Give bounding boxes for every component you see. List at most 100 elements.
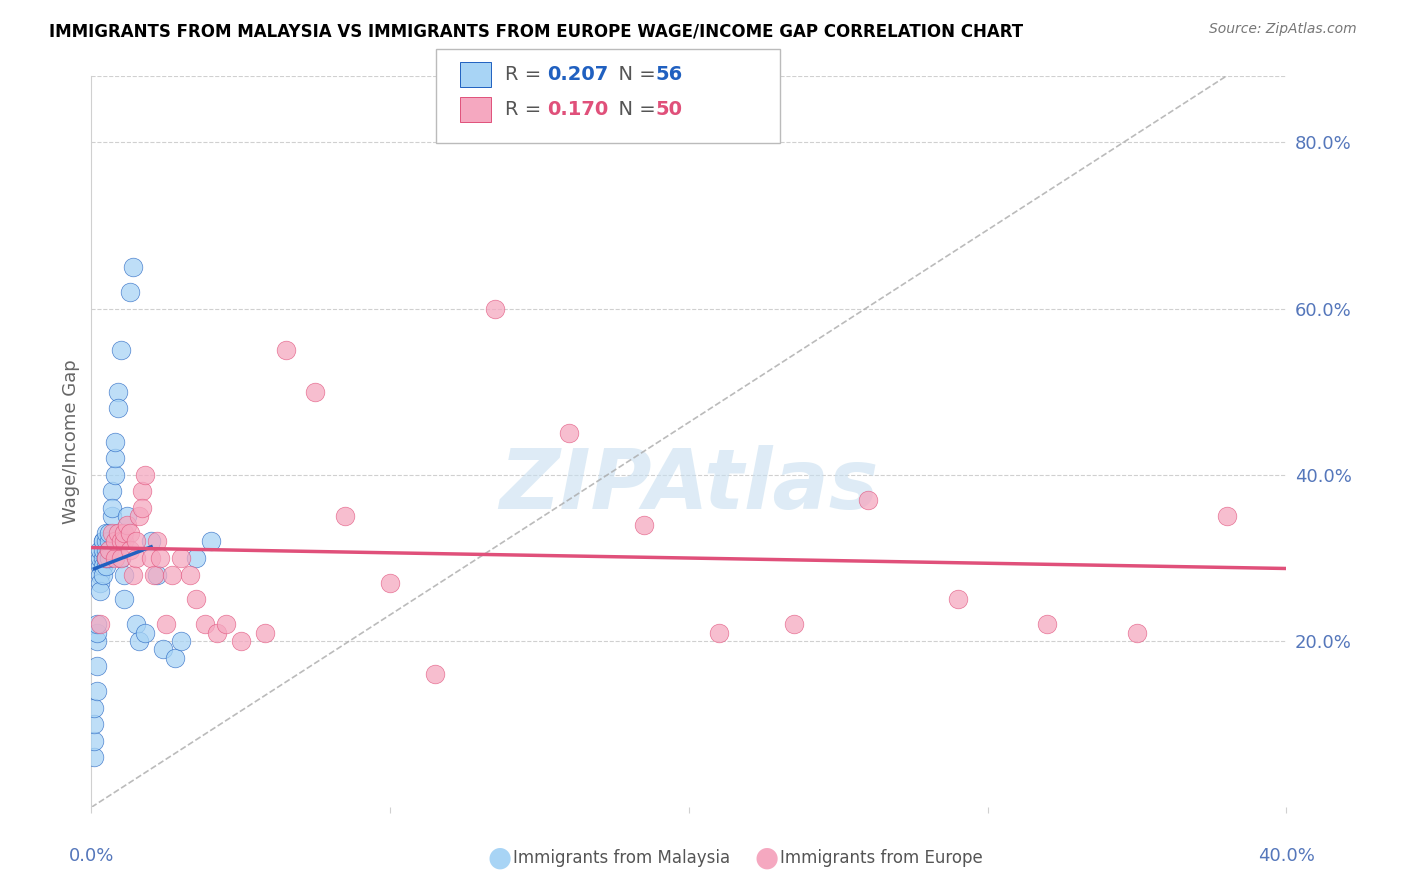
Point bbox=[184, 550, 207, 565]
Text: Immigrants from Europe: Immigrants from Europe bbox=[780, 849, 983, 867]
Point bbox=[134, 467, 156, 482]
Point bbox=[1036, 617, 1059, 632]
Point bbox=[96, 559, 118, 574]
Point bbox=[96, 550, 118, 565]
Point bbox=[184, 592, 207, 607]
Point bbox=[558, 426, 581, 441]
Point bbox=[143, 567, 166, 582]
Point bbox=[96, 534, 118, 549]
Text: R =: R = bbox=[505, 100, 547, 120]
Point bbox=[93, 559, 115, 574]
Point bbox=[101, 501, 124, 516]
Point bbox=[633, 517, 655, 532]
Point bbox=[179, 567, 201, 582]
Point bbox=[131, 484, 153, 499]
Text: Immigrants from Malaysia: Immigrants from Malaysia bbox=[513, 849, 730, 867]
Point bbox=[112, 525, 135, 540]
Point bbox=[125, 534, 148, 549]
Text: Source: ZipAtlas.com: Source: ZipAtlas.com bbox=[1209, 22, 1357, 37]
Point bbox=[104, 434, 127, 449]
Text: N =: N = bbox=[606, 64, 662, 84]
Point bbox=[96, 525, 118, 540]
Point bbox=[104, 451, 127, 466]
Point bbox=[110, 343, 132, 357]
Point bbox=[1216, 509, 1239, 524]
Point bbox=[858, 492, 880, 507]
Point bbox=[335, 509, 357, 524]
Point bbox=[170, 634, 193, 648]
Point bbox=[134, 625, 156, 640]
Point bbox=[782, 617, 804, 632]
Text: 0.207: 0.207 bbox=[547, 64, 609, 84]
Point bbox=[122, 567, 145, 582]
Text: R =: R = bbox=[505, 64, 547, 84]
Point bbox=[89, 567, 111, 582]
Point bbox=[86, 617, 108, 632]
Point bbox=[104, 467, 127, 482]
Point bbox=[163, 650, 186, 665]
Point bbox=[125, 550, 148, 565]
Point bbox=[141, 534, 163, 549]
Point bbox=[1126, 625, 1149, 640]
Point bbox=[86, 659, 108, 673]
Point bbox=[125, 617, 148, 632]
Point bbox=[83, 733, 105, 747]
Point bbox=[98, 534, 121, 549]
Point bbox=[98, 542, 121, 557]
Point bbox=[423, 667, 446, 681]
Y-axis label: Wage/Income Gap: Wage/Income Gap bbox=[62, 359, 80, 524]
Point bbox=[128, 509, 150, 524]
Text: 0.170: 0.170 bbox=[547, 100, 609, 120]
Point bbox=[101, 484, 124, 499]
Point bbox=[120, 285, 142, 299]
Point bbox=[115, 517, 138, 532]
Point bbox=[160, 567, 183, 582]
Point bbox=[946, 592, 969, 607]
Point bbox=[380, 575, 402, 590]
Text: ZIPAtlas: ZIPAtlas bbox=[499, 445, 879, 526]
Text: 50: 50 bbox=[655, 100, 682, 120]
Point bbox=[86, 634, 108, 648]
Point bbox=[115, 509, 138, 524]
Point bbox=[122, 260, 145, 274]
Point bbox=[86, 684, 108, 698]
Point bbox=[274, 343, 297, 357]
Text: N =: N = bbox=[606, 100, 662, 120]
Point bbox=[101, 525, 124, 540]
Point bbox=[96, 542, 118, 557]
Point bbox=[96, 550, 118, 565]
Text: 40.0%: 40.0% bbox=[1258, 847, 1315, 865]
Point bbox=[110, 550, 132, 565]
Point bbox=[89, 575, 111, 590]
Point bbox=[152, 642, 174, 657]
Point bbox=[93, 542, 115, 557]
Point bbox=[107, 401, 129, 416]
Point bbox=[83, 717, 105, 731]
Point bbox=[86, 625, 108, 640]
Point bbox=[112, 592, 135, 607]
Point bbox=[89, 584, 111, 599]
Point bbox=[93, 550, 115, 565]
Text: ●: ● bbox=[754, 844, 779, 872]
Text: IMMIGRANTS FROM MALAYSIA VS IMMIGRANTS FROM EUROPE WAGE/INCOME GAP CORRELATION C: IMMIGRANTS FROM MALAYSIA VS IMMIGRANTS F… bbox=[49, 22, 1024, 40]
Point bbox=[194, 617, 217, 632]
Text: 0.0%: 0.0% bbox=[69, 847, 114, 865]
Point bbox=[229, 634, 252, 648]
Point bbox=[484, 301, 506, 316]
Point bbox=[141, 550, 163, 565]
Point bbox=[93, 534, 115, 549]
Point bbox=[89, 542, 111, 557]
Point bbox=[104, 534, 127, 549]
Point bbox=[101, 509, 124, 524]
Point bbox=[215, 617, 238, 632]
Point bbox=[89, 550, 111, 565]
Point bbox=[83, 750, 105, 764]
Text: 56: 56 bbox=[655, 64, 682, 84]
Point bbox=[146, 534, 169, 549]
Point bbox=[93, 567, 115, 582]
Point bbox=[200, 534, 222, 549]
Point bbox=[304, 384, 326, 399]
Point bbox=[128, 634, 150, 648]
Point bbox=[120, 542, 142, 557]
Point bbox=[170, 550, 193, 565]
